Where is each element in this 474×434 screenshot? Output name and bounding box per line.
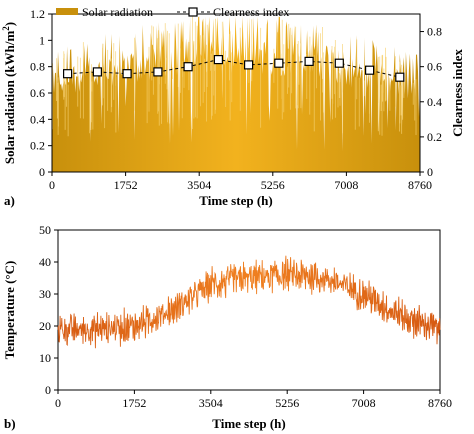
x-tick-label-b: 8760	[428, 396, 452, 410]
y-tick-label-a: 0.8	[30, 60, 45, 74]
clearness-index-markers	[62, 54, 405, 82]
x-tick-label-a: 7008	[334, 178, 358, 192]
y-ticks-a: 0 0.2 0.4 0.6 0.8 1 1.2	[30, 7, 52, 179]
y-tick-label-a: 0.4	[30, 112, 45, 126]
y-ticks-b: 0 10 20 30 40 50	[39, 223, 58, 397]
y2-ticks-a: 0 0.2 0.4 0.6 0.8	[420, 25, 442, 179]
clearness-index-point-7	[274, 58, 284, 68]
x-tick-label-a: 8760	[408, 178, 432, 192]
legend-marker-clearness	[188, 7, 198, 17]
clearness-index-point-2	[122, 69, 132, 79]
clearness-index-point-10	[365, 65, 375, 75]
clearness-index-point-9	[334, 58, 344, 68]
y-tick-label-a: 0	[39, 165, 45, 179]
y-tick-label-b: 40	[39, 255, 51, 269]
clearness-index-point-3	[153, 67, 163, 77]
clearness-index-point-8	[304, 56, 314, 67]
legend-a: Solar radiation Clearness index	[56, 5, 289, 19]
solar-radiation-area	[52, 16, 420, 172]
x-ticks-a: 0 1752 3504 5256 7008 8760	[49, 172, 432, 192]
clearness-index-point-11	[395, 72, 405, 82]
x-tick-label-a: 0	[49, 178, 55, 192]
clearness-index-point-1	[92, 67, 103, 77]
y2-tick-label-a: 0.8	[427, 25, 442, 39]
x-tick-label-b: 0	[55, 396, 61, 410]
temperature-line	[57, 255, 441, 349]
y-tick-label-a: 1	[39, 33, 45, 47]
x-tick-label-a: 3504	[187, 178, 211, 192]
panel-label-b: b)	[4, 416, 16, 431]
clearness-index-point-4	[183, 62, 193, 72]
y-tick-label-b: 50	[39, 223, 51, 237]
y-tick-label-a: 1.2	[30, 7, 45, 21]
y-tick-label-b: 20	[39, 319, 51, 333]
x-axis-title-a: Time step (h)	[199, 193, 272, 208]
y-axis-title-b: Temperature (°C)	[2, 261, 17, 360]
y2-tick-label-a: 0	[427, 165, 433, 179]
panel-label-a: a)	[4, 193, 15, 208]
clearness-index-line	[67, 59, 400, 78]
x-tick-label-b: 3504	[199, 396, 223, 410]
y2-tick-label-a: 0.4	[427, 95, 442, 109]
legend-swatch-solar	[56, 8, 78, 15]
y2-tick-label-a: 0.6	[427, 60, 442, 74]
x-ticks-b: 0 1752 3504 5256 7008 8760	[55, 390, 452, 410]
y-tick-label-b: 0	[45, 383, 51, 397]
y-tick-label-b: 30	[39, 287, 51, 301]
clearness-index-point-0	[62, 69, 73, 79]
y-tick-label-a: 0.2	[30, 139, 45, 153]
x-tick-label-b: 1752	[122, 396, 146, 410]
x-axis-title-b: Time step (h)	[212, 416, 285, 431]
x-tick-label-b: 5256	[275, 396, 299, 410]
y2-axis-title-a: Clearness index	[450, 49, 465, 137]
y-tick-label-a: 0.6	[30, 86, 45, 100]
y-tick-label-b: 10	[39, 351, 51, 365]
legend-label-solar: Solar radiation	[82, 5, 153, 19]
x-tick-label-a: 5256	[261, 178, 285, 192]
legend-label-clearness: Clearness index	[213, 5, 289, 19]
y-axis-title-a: Solar radiation (kWh/m2)	[1, 22, 17, 164]
x-tick-label-b: 7008	[352, 396, 376, 410]
clearness-index-point-6	[244, 60, 254, 70]
clearness-index-point-5	[213, 54, 223, 65]
solar-radiation-panel: 0 1752 3504 5256 7008 8760 00.20.40.60.811.2 …	[1, 5, 465, 208]
x-tick-label-a: 1752	[114, 178, 138, 192]
y2-tick-label-a: 0.2	[427, 130, 442, 144]
temperature-panel: 0 1752 3504 5256 7008 8760 0 10 20 30 40 50 Temper…	[2, 223, 452, 431]
